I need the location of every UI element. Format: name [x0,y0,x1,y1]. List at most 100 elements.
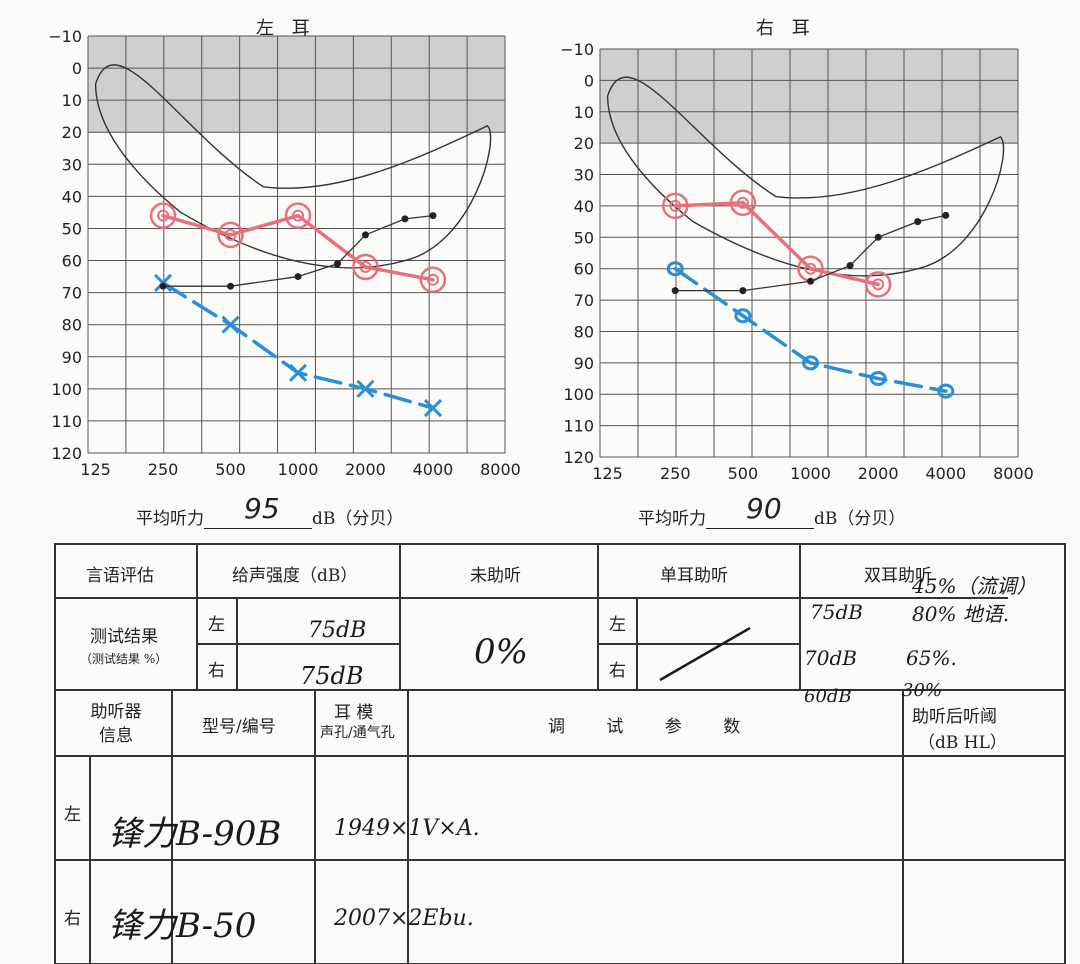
y-tick-label: 20 [62,123,82,142]
bone-marker-inner [804,262,817,275]
dot-marker [333,260,341,268]
x-marker [423,399,443,418]
y-tick-label: 70 [574,291,594,310]
unaided-header: 未助听 [470,566,521,586]
left-earmold: 1949×1V×A. [334,816,480,841]
test-result-label: 测试结果 [90,627,158,647]
earmold-header: 耳 模 [334,703,374,723]
dot-marker [361,231,369,239]
x-tick-label: 250 [148,460,179,479]
bone-marker-outer [864,271,892,298]
left-avg-value: 95 [244,492,280,525]
y-tick-label: 110 [563,417,594,436]
x-tick-label: 1000 [790,464,831,483]
x-tick-label: 2000 [345,460,386,479]
bone-marker-inner [157,209,170,222]
o-marker [937,383,955,399]
y-tick-label: 10 [574,103,594,122]
binaural-note-3-pct: 65%. [906,646,957,670]
right-label: 右 [208,661,225,681]
y-tick-label: 100 [563,385,594,404]
x-tick-label: 1000 [278,460,319,479]
right-earmold: 2007×2Ebu. [334,906,474,931]
after-threshold-sub: （dB HL） [918,733,1007,753]
x-marker [221,315,240,334]
y-tick-label: 90 [574,354,594,373]
bone-marker-outer [729,189,757,217]
y-tick-label: 90 [62,348,82,367]
mono-left-label: 左 [609,615,626,635]
dot-marker [914,218,922,226]
model-header: 型号/编号 [202,717,276,737]
speech-banana [94,64,492,269]
bone-marker-outer [661,192,689,220]
avg-unit: dB（分贝） [814,509,906,529]
bone-marker-outer [419,266,447,294]
dot-marker [671,287,679,295]
left-aid-model: 锋力B-90B [108,814,282,854]
aid-info-header: 助听器 信息 [90,702,142,746]
y-tick-label: 40 [62,187,82,206]
row-right-label: 右 [64,909,81,929]
avg-label: 平均听力 [136,509,204,529]
dot-marker [159,282,167,290]
unaided-value: 0% [474,632,528,672]
intensity-right-value: 75dB [300,662,364,690]
binaural-note-3-db: 70dB [804,646,857,670]
series-line-o [673,266,948,393]
binaural-note-4-db: 60dB [804,686,852,707]
o-marker [666,261,684,277]
y-tick-label: 60 [62,252,82,271]
right-average-hearing: 平均听力 90 dB（分贝） [638,492,906,529]
bone-marker-inner [736,196,749,209]
bone-marker-inner [426,273,439,286]
dot-marker [401,215,409,223]
bone-marker-outer [284,202,312,229]
x-tick-label: 125 [592,464,623,483]
o-marker [869,371,887,387]
binaural-note-2-pct: 80% 地语. [912,602,1010,626]
binaural-note-1-pct: 45%（流调） [912,574,1037,598]
bone-marker-inner [224,228,237,241]
y-tick-label: 80 [574,322,594,341]
x-tick-label: 250 [660,464,691,483]
normal-hearing-band [88,36,505,133]
bone-marker-inner [669,199,682,212]
right-ear-title: 右 耳 [756,18,816,39]
dot-marker [294,273,302,281]
y-tick-label: 100 [51,380,82,399]
mono-aided-dash [659,626,751,682]
y-tick-label: −10 [560,40,594,59]
after-threshold-header: 助听后听阈 [912,707,997,727]
avg-unit: dB（分贝） [312,509,404,529]
intensity-left-value: 75dB [308,618,367,643]
y-tick-label: 110 [51,412,82,431]
normal-hearing-band [600,49,1018,144]
speech-eval-header: 言语评估 [86,566,154,586]
dot-marker [874,233,882,241]
bone-marker-inner [359,260,372,273]
dot-marker [739,287,747,295]
fitting-params-header: 调 试 参 数 [548,717,759,737]
o-marker [734,308,752,324]
right-aid-model: 锋力B-50 [108,906,257,946]
x-tick-label: 125 [80,460,111,479]
y-tick-label: 120 [51,444,82,463]
series-line-circle-o [161,213,435,282]
right-avg-value: 90 [746,492,782,525]
dot-marker [846,262,854,270]
bone-marker-inner [292,209,305,222]
row-left-label: 左 [64,805,81,825]
y-tick-label: 20 [574,134,594,153]
dot-marker [807,277,815,285]
earmold-sub-header: 声孔/通气孔 [320,725,395,741]
x-tick-label: 8000 [993,464,1034,483]
binaural-note-1-db: 75dB [810,600,863,624]
dot-marker [429,212,437,220]
x-marker [288,363,308,382]
bone-marker-outer [149,202,177,229]
avg-label: 平均听力 [638,509,706,529]
series-line-circle-o [673,201,880,287]
bone-marker-inner [872,278,885,291]
